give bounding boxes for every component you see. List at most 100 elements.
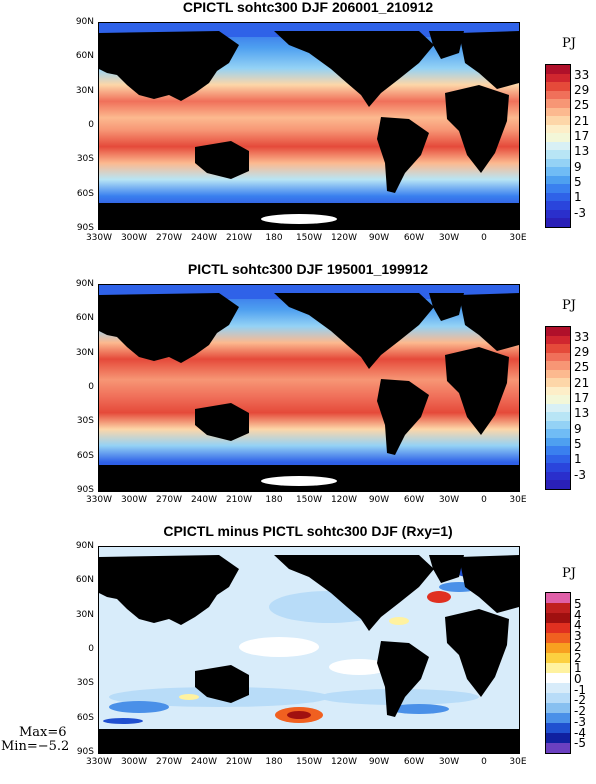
colorbar-label: 21 xyxy=(574,375,590,390)
panel-3-xlabel: 90W xyxy=(368,757,390,767)
panel-2-xlabel: 30E xyxy=(509,495,527,505)
colorbar-segment xyxy=(546,65,570,74)
panel-1-xlabel: 270W xyxy=(155,233,183,243)
colorbar-label: 29 xyxy=(574,82,590,97)
colorbar-segment xyxy=(546,633,570,643)
panel-1-map xyxy=(98,22,520,230)
colorbar-segment xyxy=(546,335,570,345)
panel-1-map-field xyxy=(99,23,519,229)
colorbar-label: -3 xyxy=(574,205,586,220)
colorbar-label: 33 xyxy=(574,67,590,82)
colorbar-segment xyxy=(546,693,570,703)
colorbar-label: 9 xyxy=(574,159,582,174)
panel-3-ylabel-30s: 30S xyxy=(76,678,94,688)
panel-2-ylabel-30s: 30S xyxy=(76,416,94,426)
colorbar-segment xyxy=(546,446,570,455)
colorbar-segment xyxy=(546,386,570,396)
panel-2-xlabel: 0 xyxy=(481,495,487,505)
colorbar-label: -4 xyxy=(574,725,586,740)
panel-3-stats: Max=6 Min=−5.2 xyxy=(0,726,69,754)
colorbar-label: 25 xyxy=(574,360,590,375)
panel-1-ylabel-90s: 90S xyxy=(76,223,94,233)
panel-3-title: CPICTL minus PICTL sohtc300 DJF (Rxy=1) xyxy=(163,523,453,539)
colorbar-label: 1 xyxy=(574,661,582,676)
panel-3-xlabel: 120W xyxy=(330,757,358,767)
panel-1-xlabel: 90W xyxy=(368,233,390,243)
panel-3-max-label: Max=6 xyxy=(19,725,67,740)
panel-1-ylabel-60n: 60N xyxy=(75,51,94,61)
colorbar-segment xyxy=(546,723,570,733)
colorbar-segment xyxy=(546,107,570,117)
colorbar-label: 4 xyxy=(574,607,582,622)
colorbar-segment xyxy=(546,593,570,603)
colorbar-segment xyxy=(546,471,570,481)
panel-2-xlabel: 120W xyxy=(330,495,358,505)
colorbar-label: 4 xyxy=(574,618,582,633)
colorbar-segment xyxy=(546,623,570,633)
panel-3-xlabel: 270W xyxy=(155,757,183,767)
panel-1-xlabel: 0 xyxy=(481,233,487,243)
panel-3-xlabel: 210W xyxy=(225,757,253,767)
panel-1-xlabel: 180 xyxy=(265,233,283,243)
panel-2-xlabel: 60W xyxy=(403,495,425,505)
colorbar-label: 13 xyxy=(574,406,590,421)
colorbar-segment xyxy=(546,613,570,623)
panel-2-xlabel: 270W xyxy=(155,495,183,505)
colorbar-segment xyxy=(546,420,570,430)
panel-1-xlabel: 210W xyxy=(225,233,253,243)
panel-2-xlabel: 150W xyxy=(295,495,323,505)
colorbar-segment xyxy=(546,463,570,472)
colorbar-segment xyxy=(546,218,570,227)
panel-3-xlabel: 30E xyxy=(509,757,527,767)
panel-2-unit: PJ xyxy=(562,298,576,313)
panel-1-ylabel-0: 0 xyxy=(88,120,94,130)
panel-3-xlabel: 330W xyxy=(85,757,113,767)
colorbar-segment xyxy=(546,454,570,464)
panel-2-map xyxy=(98,284,520,492)
colorbar-segment xyxy=(546,90,570,100)
colorbar-segment xyxy=(546,209,570,219)
panel-1-xlabel: 240W xyxy=(190,233,218,243)
panel-3-map xyxy=(98,546,520,754)
colorbar-label: 13 xyxy=(574,144,590,159)
colorbar-segment xyxy=(546,99,570,108)
panel-3-ylabel-0: 0 xyxy=(88,644,94,654)
colorbar-segment xyxy=(546,167,570,176)
map-panel-1: CPICTL sohtc300 DJF 206001_210912 xyxy=(0,0,596,260)
colorbar-label: 5 xyxy=(574,174,582,189)
colorbar-label: 5 xyxy=(574,597,582,611)
colorbar-label: 1 xyxy=(574,452,582,467)
colorbar-segment xyxy=(546,429,570,438)
colorbar-segment xyxy=(546,175,570,185)
panel-3-xlabel: 30W xyxy=(438,757,460,767)
panel-2-ylabel-90n: 90N xyxy=(75,279,94,289)
panel-1-xlabel: 60W xyxy=(403,233,425,243)
panel-3-ylabel-60n: 60N xyxy=(75,575,94,585)
panel-2-ylabel-60s: 60S xyxy=(76,451,94,461)
colorbar-segment xyxy=(546,344,570,353)
colorbar-segment xyxy=(546,116,570,125)
colorbar-label: 2 xyxy=(574,639,582,654)
colorbar-segment xyxy=(546,653,570,663)
panel-3-ylabel-90s: 90S xyxy=(76,747,94,757)
colorbar-segment xyxy=(546,403,570,413)
colorbar-segment xyxy=(546,150,570,159)
colorbar-label: 17 xyxy=(574,390,590,405)
colorbar-segment xyxy=(546,141,570,151)
panel-3-xlabel: 150W xyxy=(295,757,323,767)
panel-3-colorbar xyxy=(545,592,571,754)
colorbar-segment xyxy=(546,643,570,653)
panel-1-xlabel: 120W xyxy=(330,233,358,243)
panel-3-ylabel-30n: 30N xyxy=(75,610,94,620)
colorbar-segment xyxy=(546,480,570,489)
panel-3-ylabel-90n: 90N xyxy=(75,541,94,551)
colorbar-segment xyxy=(546,663,570,673)
colorbar-segment xyxy=(546,124,570,134)
map-panel-3: CPICTL minus PICTL sohtc300 DJF (Rxy=1) xyxy=(0,523,596,784)
colorbar-segment xyxy=(546,743,570,753)
colorbar-label: 21 xyxy=(574,113,590,128)
panel-2-xlabel: 240W xyxy=(190,495,218,505)
panel-3-xlabel: 60W xyxy=(403,757,425,767)
panel-1-ylabel-30s: 30S xyxy=(76,154,94,164)
panel-1-xlabel: 330W xyxy=(85,233,113,243)
